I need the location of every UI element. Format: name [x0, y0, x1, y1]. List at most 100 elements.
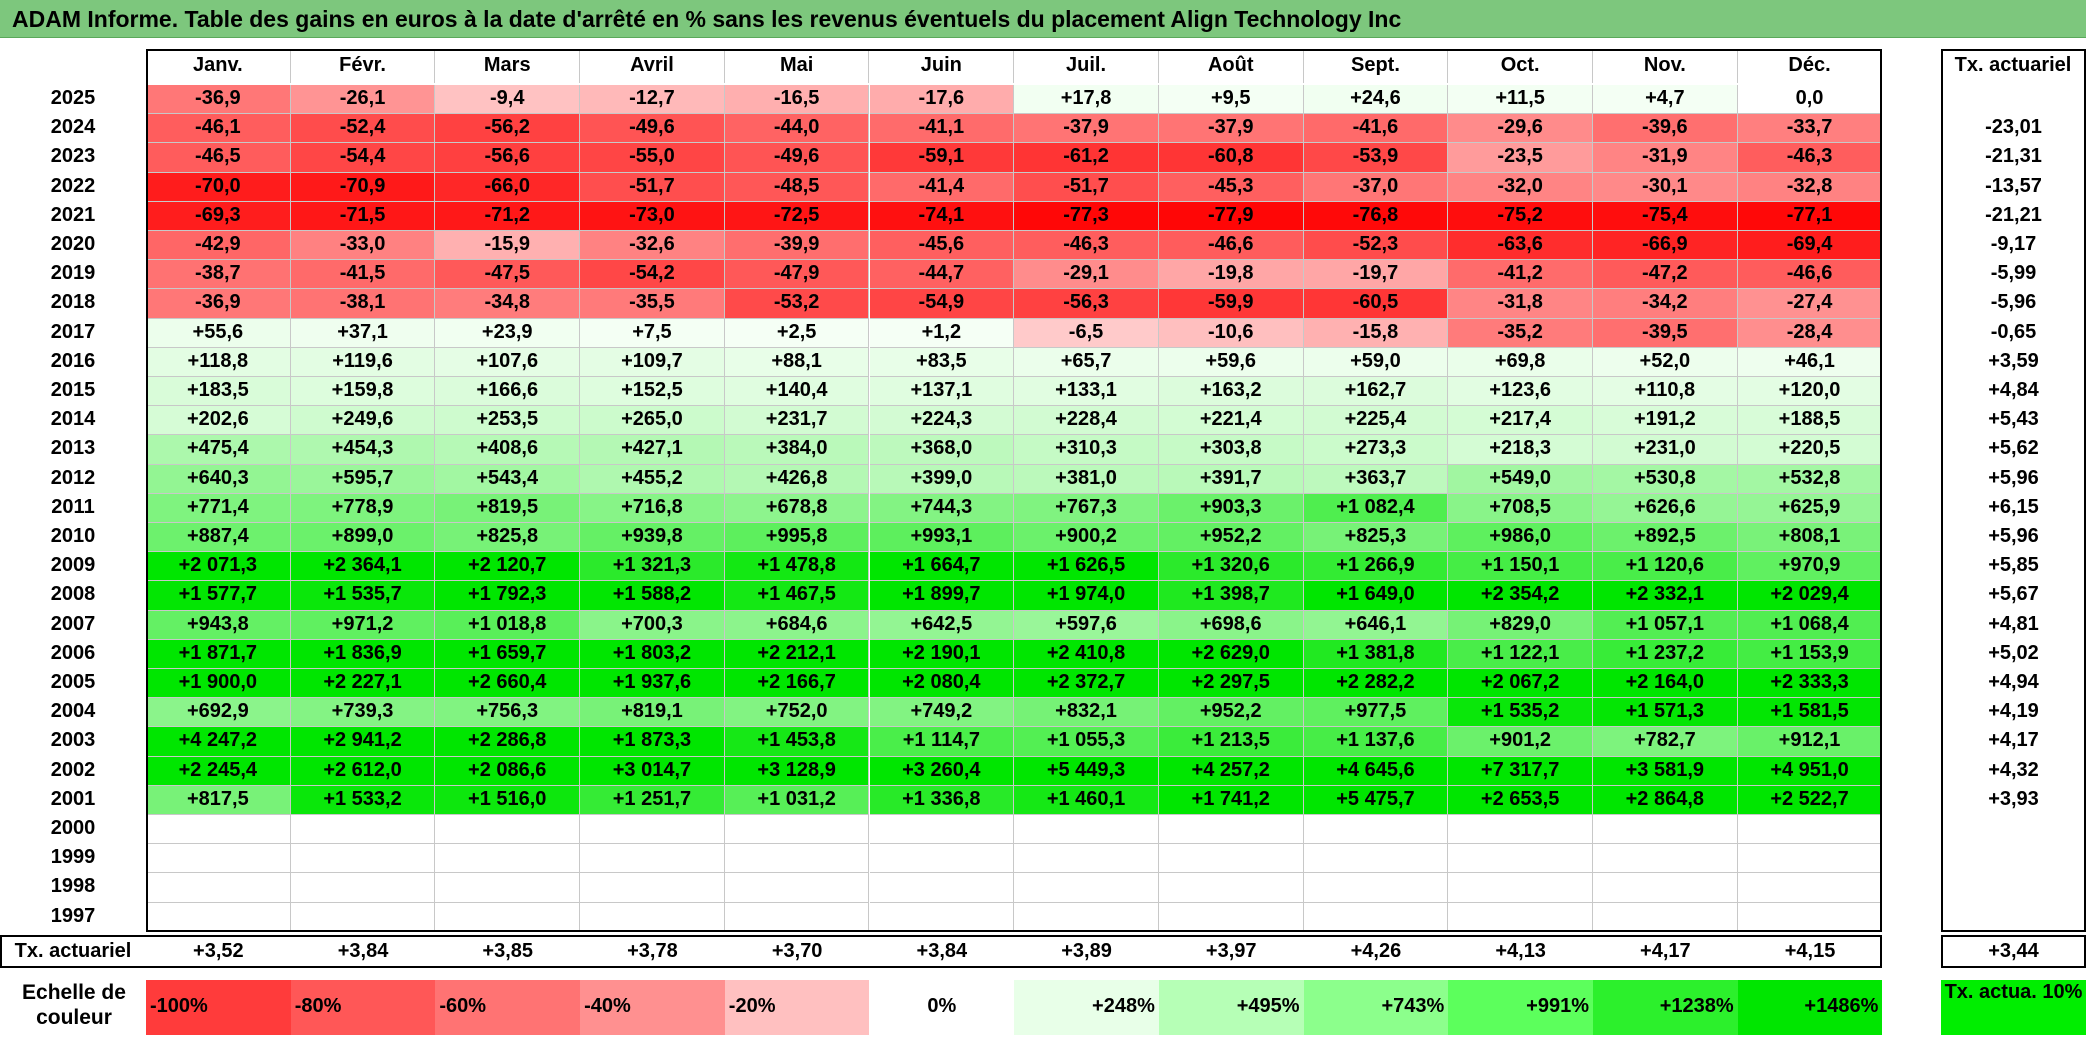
- heatmap-cell: -77,9: [1158, 201, 1304, 231]
- column-rate: +3,84: [916, 940, 968, 962]
- heatmap-cell: -54,9: [869, 289, 1015, 319]
- heatmap-cell: +626,6: [1593, 493, 1738, 523]
- heatmap-cell: +2 086,6: [435, 756, 581, 786]
- heatmap-cell: +943,8: [146, 610, 291, 640]
- heatmap-cell: +887,4: [146, 523, 291, 553]
- heatmap-cell: +1 153,9: [1737, 639, 1883, 669]
- heatmap-cell: +7,5: [580, 318, 725, 348]
- heatmap-cell: [435, 873, 581, 903]
- heatmap-cell: +2 372,7: [1014, 669, 1159, 699]
- year-label: 2001: [50, 787, 96, 810]
- heatmap-cell: +69,8: [1448, 347, 1593, 377]
- heatmap-cell: +1 082,4: [1303, 493, 1449, 523]
- heatmap-cell: [1303, 815, 1449, 845]
- heatmap-cell: +756,3: [435, 698, 581, 728]
- heatmap-cell: -37,0: [1303, 172, 1449, 202]
- color-scale-step: -40%: [580, 980, 725, 1035]
- heatmap-cell: +1 937,6: [580, 669, 725, 699]
- heatmap-cell: -41,4: [869, 172, 1015, 202]
- heatmap-cell: -53,9: [1303, 143, 1449, 173]
- heatmap-cell: -32,6: [580, 231, 725, 261]
- year-label: 2004: [50, 700, 96, 723]
- heatmap-cell: [290, 902, 436, 932]
- heatmap-cell: [146, 902, 291, 932]
- heatmap-cell: -59,1: [869, 143, 1015, 173]
- year-label: 2011: [51, 495, 95, 518]
- heatmap-cell: [1448, 873, 1593, 903]
- heatmap-cell: -56,3: [1014, 289, 1159, 319]
- row-rate: +5,96: [1988, 466, 2039, 489]
- heatmap-cell: +2 660,4: [435, 669, 581, 699]
- heatmap-cell: +986,0: [1448, 523, 1593, 553]
- heatmap-cell: +744,3: [869, 493, 1015, 523]
- heatmap-cell: +1 453,8: [724, 727, 870, 757]
- heatmap-cell: -37,9: [1014, 114, 1159, 144]
- row-rate: +4,19: [1988, 700, 2039, 723]
- heatmap-cell: [580, 815, 725, 845]
- heatmap-cell: [435, 902, 581, 932]
- heatmap-cell: +716,8: [580, 493, 725, 523]
- title-bar: ADAM Informe. Table des gains en euros à…: [0, 0, 2086, 38]
- heatmap-cell: +118,8: [146, 347, 291, 377]
- heatmap-cell: [1737, 873, 1883, 903]
- heatmap-cell: -70,0: [146, 172, 291, 202]
- heatmap-cell: -29,6: [1448, 114, 1593, 144]
- heatmap-cell: +1 467,5: [724, 581, 870, 611]
- heatmap-cell: +1 974,0: [1014, 581, 1159, 611]
- heatmap-cell: -46,3: [1737, 143, 1883, 173]
- heatmap-cell: +83,5: [869, 347, 1015, 377]
- heatmap-cell: +1 398,7: [1158, 581, 1304, 611]
- heatmap-cell: [1014, 873, 1159, 903]
- row-rate: +5,62: [1988, 437, 2039, 460]
- heatmap-cell: +829,0: [1448, 610, 1593, 640]
- heatmap-cell: -63,6: [1448, 231, 1593, 261]
- heatmap-cell: -66,9: [1593, 231, 1738, 261]
- heatmap-cell: -47,5: [435, 260, 581, 290]
- color-scale-step: +991%: [1448, 980, 1593, 1035]
- heatmap-cell: +55,6: [146, 318, 291, 348]
- heatmap-cell: +391,7: [1158, 464, 1304, 494]
- row-rate: +3,93: [1988, 787, 2039, 810]
- heatmap-cell: [1014, 902, 1159, 932]
- heatmap-cell: [146, 844, 291, 874]
- heatmap-cell: +778,9: [290, 493, 436, 523]
- heatmap-cell: +2 286,8: [435, 727, 581, 757]
- heatmap-cell: +52,0: [1593, 347, 1738, 377]
- heatmap-cell: [1737, 902, 1883, 932]
- heatmap-cell: -54,2: [580, 260, 725, 290]
- row-rate: +6,15: [1988, 495, 2039, 518]
- heatmap-cell: -32,8: [1737, 172, 1883, 202]
- heatmap-cell: +2 354,2: [1448, 581, 1593, 611]
- heatmap-cell: [290, 815, 436, 845]
- heatmap-cell: [435, 844, 581, 874]
- heatmap-cell: [1303, 902, 1449, 932]
- heatmap-cell: +368,0: [869, 435, 1015, 465]
- heatmap-cell: [1737, 844, 1883, 874]
- heatmap-cell: +640,3: [146, 464, 291, 494]
- heatmap-cell: -77,1: [1737, 201, 1883, 231]
- heatmap-cell: -34,2: [1593, 289, 1738, 319]
- heatmap-cell: [724, 873, 870, 903]
- row-rate: -13,57: [1985, 174, 2042, 197]
- column-rate: +3,84: [337, 940, 389, 962]
- heatmap-cell: +698,6: [1158, 610, 1304, 640]
- heatmap-cell: [1014, 844, 1159, 874]
- heatmap-cell: +3 128,9: [724, 756, 870, 786]
- heatmap-cell: +9,5: [1158, 85, 1304, 115]
- heatmap-cell: +1 150,1: [1448, 552, 1593, 582]
- heatmap-cell: +3 014,7: [580, 756, 725, 786]
- heatmap-cell: -46,3: [1014, 231, 1159, 261]
- heatmap-cell: -44,7: [869, 260, 1015, 290]
- color-scale-step: +495%: [1158, 980, 1304, 1035]
- heatmap-cell: +819,5: [435, 493, 581, 523]
- heatmap-cell: +952,2: [1158, 698, 1304, 728]
- heatmap-cell: +2 522,7: [1737, 785, 1883, 815]
- heatmap-cell: -51,7: [1014, 172, 1159, 202]
- heatmap-cell: +310,3: [1014, 435, 1159, 465]
- heatmap-cell: +137,1: [869, 377, 1015, 407]
- heatmap-cell: +1 120,6: [1593, 552, 1738, 582]
- heatmap-cell: [1448, 902, 1593, 932]
- heatmap-cell: -31,8: [1448, 289, 1593, 319]
- heatmap-cell: +2 164,0: [1593, 669, 1738, 699]
